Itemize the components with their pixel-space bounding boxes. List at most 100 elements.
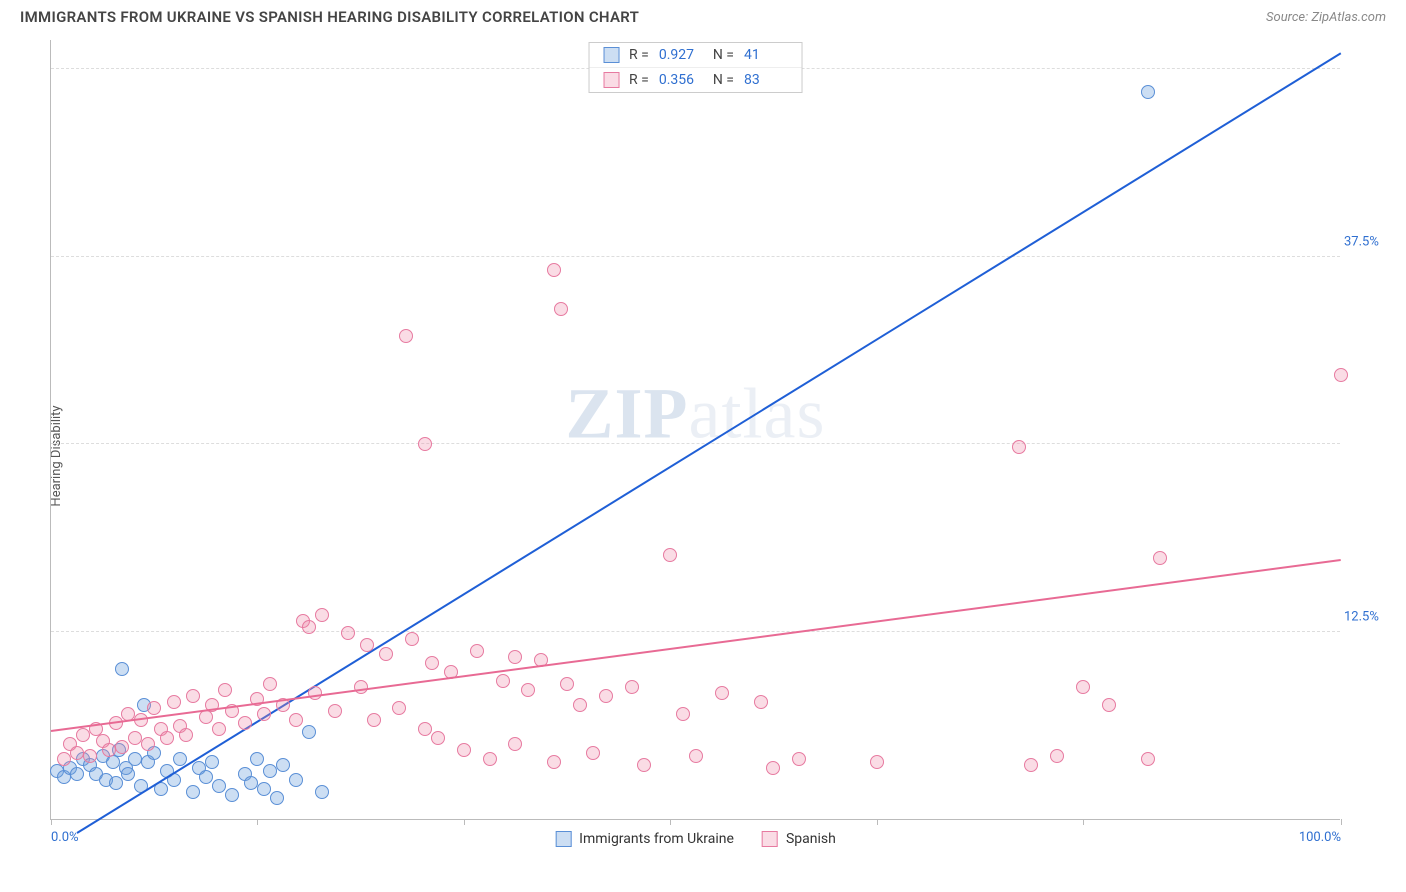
data-point (508, 650, 522, 664)
data-point (754, 695, 768, 709)
data-point (76, 728, 90, 742)
data-point (547, 263, 561, 277)
data-point (599, 689, 613, 703)
data-point (128, 731, 142, 745)
trend-line (51, 559, 1341, 732)
data-point (302, 620, 316, 634)
scatter-plot: ZIPatlas R =0.927N =41R =0.356N =83 Immi… (50, 40, 1340, 820)
data-point (302, 725, 316, 739)
data-point (263, 677, 277, 691)
data-point (1050, 749, 1064, 763)
data-point (289, 773, 303, 787)
data-point (431, 731, 445, 745)
legend-stats: R =0.927N =41R =0.356N =83 (588, 42, 803, 93)
legend-series-label: Spanish (786, 831, 836, 847)
x-tick (670, 819, 671, 825)
data-point (218, 683, 232, 697)
legend-swatch (762, 831, 778, 847)
data-point (147, 701, 161, 715)
data-point (186, 689, 200, 703)
legend-series: Immigrants from Ukraine Spanish (555, 831, 836, 847)
data-point (715, 686, 729, 700)
data-point (367, 713, 381, 727)
data-point (270, 791, 284, 805)
legend-series-item: Immigrants from Ukraine (555, 831, 734, 847)
y-tick-label: 12.5% (1344, 609, 1394, 624)
data-point (289, 713, 303, 727)
data-point (625, 680, 639, 694)
legend-stats-row: R =0.927N =41 (589, 43, 802, 68)
source-attribution: Source: ZipAtlas.com (1266, 10, 1386, 25)
grid-line (51, 256, 1340, 257)
data-point (360, 638, 374, 652)
data-point (106, 755, 120, 769)
data-point (418, 722, 432, 736)
data-point (418, 437, 432, 451)
data-point (179, 728, 193, 742)
data-point (115, 662, 129, 676)
data-point (257, 782, 271, 796)
legend-swatch (603, 72, 619, 88)
data-point (1102, 698, 1116, 712)
data-point (521, 683, 535, 697)
data-point (554, 302, 568, 316)
data-point (263, 764, 277, 778)
x-tick (51, 819, 52, 825)
data-point (328, 704, 342, 718)
data-point (1153, 551, 1167, 565)
data-point (167, 695, 181, 709)
data-point (160, 731, 174, 745)
data-point (483, 752, 497, 766)
data-point (1076, 680, 1090, 694)
legend-stats-row: R =0.356N =83 (589, 68, 802, 92)
legend-swatch (555, 831, 571, 847)
x-tick (257, 819, 258, 825)
data-point (663, 548, 677, 562)
data-point (1141, 752, 1155, 766)
data-point (425, 656, 439, 670)
data-point (57, 752, 71, 766)
data-point (115, 740, 129, 754)
data-point (212, 779, 226, 793)
data-point (1012, 440, 1026, 454)
data-point (308, 686, 322, 700)
data-point (586, 746, 600, 760)
data-point (276, 758, 290, 772)
data-point (399, 329, 413, 343)
data-point (405, 632, 419, 646)
x-tick (877, 819, 878, 825)
data-point (199, 770, 213, 784)
data-point (341, 626, 355, 640)
data-point (676, 707, 690, 721)
data-point (766, 761, 780, 775)
data-point (457, 743, 471, 757)
data-point (205, 755, 219, 769)
data-point (238, 716, 252, 730)
data-point (128, 752, 142, 766)
data-point (70, 746, 84, 760)
data-point (102, 743, 116, 757)
y-tick-label: 37.5% (1344, 234, 1394, 249)
data-point (496, 674, 510, 688)
data-point (1334, 368, 1348, 382)
x-tick-label: 0.0% (51, 830, 79, 845)
data-point (225, 788, 239, 802)
data-point (1141, 85, 1155, 99)
data-point (244, 776, 258, 790)
data-point (315, 608, 329, 622)
chart-title: IMMIGRANTS FROM UKRAINE VS SPANISH HEARI… (20, 8, 639, 26)
grid-line (51, 631, 1340, 632)
grid-line (51, 443, 1340, 444)
data-point (379, 647, 393, 661)
data-point (83, 749, 97, 763)
data-point (354, 680, 368, 694)
legend-swatch (603, 47, 619, 63)
data-point (792, 752, 806, 766)
data-point (870, 755, 884, 769)
data-point (212, 722, 226, 736)
x-tick-label: 100.0% (1299, 830, 1341, 845)
data-point (560, 677, 574, 691)
data-point (547, 755, 561, 769)
data-point (109, 776, 123, 790)
data-point (392, 701, 406, 715)
